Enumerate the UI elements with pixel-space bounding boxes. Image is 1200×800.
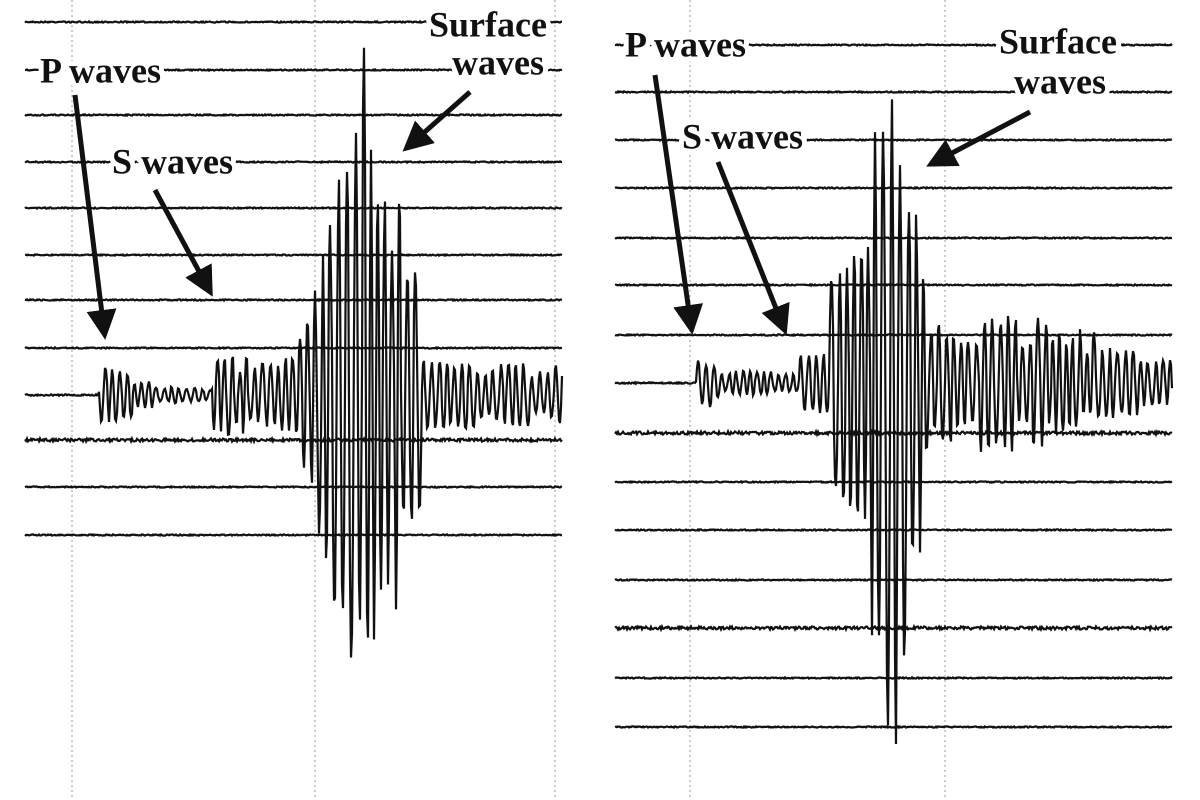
seismic-trace (614, 577, 1173, 583)
seismic-trace (614, 99, 1174, 745)
arrow (72, 94, 117, 340)
p-label: P waves (40, 50, 161, 90)
seismic-trace (614, 623, 1173, 633)
seismic-trace (24, 435, 563, 445)
seismic-trace (24, 159, 563, 165)
s-label: S waves (112, 141, 233, 181)
seismic-trace (614, 42, 1173, 48)
seismic-trace (24, 532, 563, 538)
right-labels: P waves S waves Surface waves (620, 16, 1122, 336)
seismic-trace (24, 67, 563, 73)
p-label: P waves (625, 24, 746, 64)
surface-label: Surface (999, 21, 1117, 61)
seismic-trace (24, 19, 562, 25)
arrow (402, 90, 472, 152)
left-labels: P waves S waves Surface waves (35, 0, 552, 340)
traces (24, 0, 1174, 800)
s-label: S waves (682, 116, 803, 156)
seismic-trace (24, 297, 563, 303)
surface-label: Surface (429, 4, 547, 44)
seismic-trace (614, 89, 1173, 95)
seismic-trace (614, 675, 1173, 681)
seismic-trace (614, 724, 1173, 730)
seismic-trace (24, 47, 564, 658)
arrow (652, 74, 703, 335)
seismic-trace (24, 484, 563, 490)
surface-label: waves (1014, 61, 1106, 101)
arrow (715, 161, 790, 336)
seismic-trace (24, 252, 563, 258)
seismic-trace (24, 345, 563, 351)
arrow (152, 188, 213, 297)
seismic-trace (614, 137, 1173, 143)
surface-label: waves (452, 42, 544, 82)
arrow (926, 109, 1032, 167)
seismic-trace (24, 205, 563, 211)
seismic-trace (24, 112, 563, 118)
